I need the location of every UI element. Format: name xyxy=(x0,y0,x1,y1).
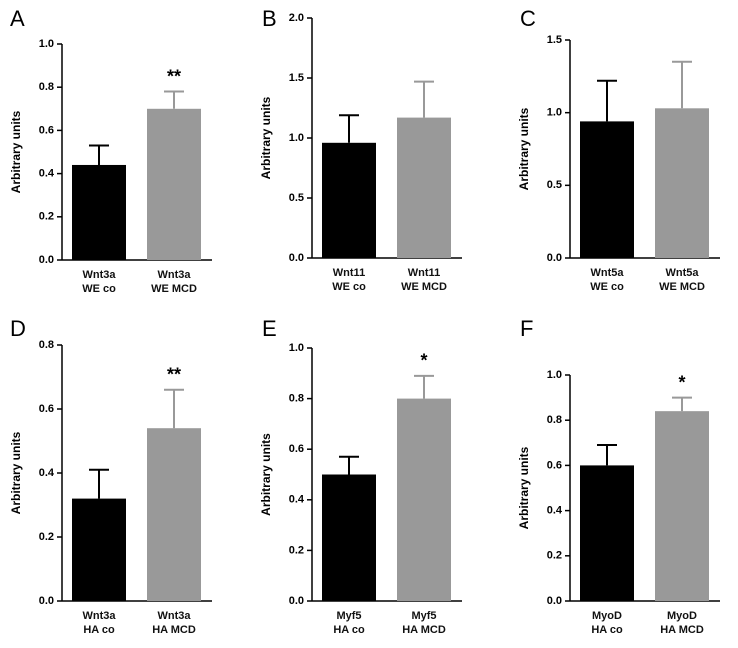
y-tick-label: 0.8 xyxy=(289,393,304,405)
error-bar xyxy=(597,444,617,466)
error-bar xyxy=(672,396,692,412)
error-bar xyxy=(164,388,184,429)
y-tick-label: 0.6 xyxy=(39,124,54,136)
error-bar xyxy=(339,455,359,475)
bar xyxy=(397,398,451,601)
x-tick-label: Wnt3a WE MCD xyxy=(151,269,197,295)
y-tick-label: 0.4 xyxy=(39,467,55,479)
x-tick-label: Wnt3a HA co xyxy=(82,610,116,636)
x-tick-label: MyoD HA co xyxy=(591,610,623,636)
significance-mark: ** xyxy=(167,365,181,385)
y-tick-label: 0.8 xyxy=(39,81,54,93)
bar xyxy=(147,428,201,601)
bar xyxy=(397,117,451,258)
y-tick-label: 0.0 xyxy=(39,254,54,266)
bar xyxy=(580,465,634,601)
y-tick-label: 0.2 xyxy=(289,544,304,556)
x-tick-label: Wnt3a WE co xyxy=(82,269,116,295)
significance-mark: * xyxy=(678,372,685,392)
y-axis-title: Arbitrary units xyxy=(9,431,23,514)
y-tick-label: 1.5 xyxy=(547,34,562,46)
y-tick-label: 0.4 xyxy=(289,494,305,506)
panel-label: A xyxy=(10,6,25,31)
x-tick-label: MyoD HA MCD xyxy=(660,610,704,636)
y-tick-label: 1.5 xyxy=(289,72,304,84)
error-bar xyxy=(89,468,109,499)
bar xyxy=(580,121,634,259)
panel-label: B xyxy=(262,6,277,31)
y-tick-label: 0.8 xyxy=(547,414,562,426)
bar xyxy=(72,498,126,601)
panel-label: F xyxy=(520,316,533,341)
y-tick-label: 1.0 xyxy=(547,107,562,119)
y-axis-title: Arbitrary units xyxy=(517,107,531,190)
y-tick-label: 0.6 xyxy=(289,443,304,455)
y-tick-label: 0.6 xyxy=(39,403,54,415)
panel-label: C xyxy=(520,6,536,31)
y-tick-label: 0.0 xyxy=(547,252,562,264)
x-tick-label: Wnt5a WE co xyxy=(590,267,624,293)
significance-mark: ** xyxy=(167,66,181,86)
y-tick-label: 2.0 xyxy=(289,12,304,24)
y-tick-label: 0.2 xyxy=(39,531,54,543)
y-tick-label: 0.5 xyxy=(547,179,562,191)
y-tick-label: 0.2 xyxy=(547,550,562,562)
y-axis-title: Arbitrary units xyxy=(9,110,23,193)
y-tick-label: 0.4 xyxy=(39,168,55,180)
y-tick-label: 1.0 xyxy=(289,342,304,354)
bar xyxy=(655,411,709,601)
panel-label: D xyxy=(10,316,26,341)
y-tick-label: 0.6 xyxy=(547,459,562,471)
y-tick-label: 0.8 xyxy=(39,339,54,351)
bar xyxy=(72,164,126,260)
error-bar xyxy=(672,60,692,109)
bar xyxy=(147,108,201,260)
y-tick-label: 1.0 xyxy=(289,132,304,144)
error-bar xyxy=(414,80,434,118)
error-bar xyxy=(597,79,617,122)
y-axis-title: Arbitrary units xyxy=(259,433,273,516)
x-tick-label: Wnt5a WE MCD xyxy=(659,267,705,293)
y-tick-label: 1.0 xyxy=(547,369,562,381)
panel-label: E xyxy=(262,316,277,341)
y-tick-label: 0.0 xyxy=(289,252,304,264)
x-tick-label: Wnt11 WE MCD xyxy=(401,267,447,293)
bar xyxy=(322,474,376,601)
y-tick-label: 0.2 xyxy=(39,211,54,223)
error-bar xyxy=(89,144,109,165)
y-tick-label: 0.0 xyxy=(547,595,562,607)
x-tick-label: Myf5 HA co xyxy=(333,610,365,636)
y-tick-label: 0.0 xyxy=(289,595,304,607)
bar xyxy=(655,108,709,258)
y-tick-label: 0.0 xyxy=(39,595,54,607)
x-tick-label: Wnt3a HA MCD xyxy=(152,610,196,636)
y-axis-title: Arbitrary units xyxy=(517,446,531,529)
y-tick-label: 1.0 xyxy=(39,38,54,50)
error-bar xyxy=(164,90,184,109)
error-bar xyxy=(339,114,359,143)
bar xyxy=(322,142,376,258)
x-tick-label: Myf5 HA MCD xyxy=(402,610,446,636)
y-tick-label: 0.4 xyxy=(547,505,563,517)
y-tick-label: 0.5 xyxy=(289,192,304,204)
significance-mark: * xyxy=(420,351,427,371)
y-axis-title: Arbitrary units xyxy=(259,96,273,179)
error-bar xyxy=(414,374,434,399)
x-tick-label: Wnt11 WE co xyxy=(332,267,366,293)
